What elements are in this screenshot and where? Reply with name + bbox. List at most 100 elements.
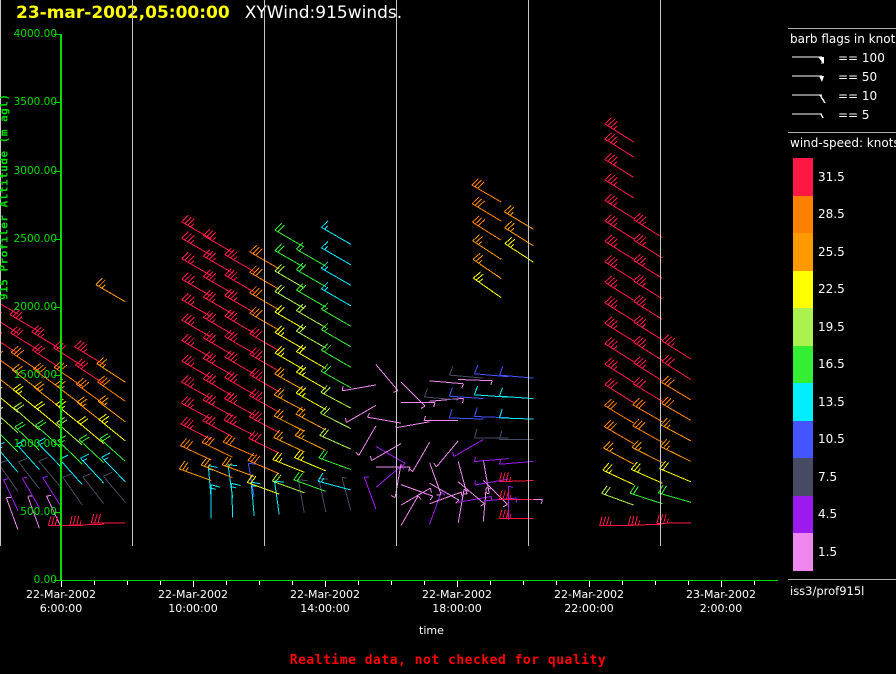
wind-barb [31, 325, 62, 350]
title-field-name: XYWind:915winds. [244, 3, 403, 23]
wind-barb [38, 456, 62, 488]
wind-barb [400, 484, 434, 501]
colorbar-swatch[interactable] [793, 195, 813, 234]
wind-barb [180, 438, 212, 461]
wind-barb [472, 215, 502, 241]
colorbar-swatch[interactable] [793, 495, 813, 534]
wind-barb [400, 381, 426, 409]
wind-barb [409, 442, 431, 473]
x-tick-minor [226, 581, 227, 585]
wind-barb [272, 451, 305, 473]
wind-barb [473, 429, 509, 439]
colorbar-swatch[interactable] [793, 383, 813, 421]
wind-barb [473, 385, 509, 398]
x-tick-minor [424, 581, 425, 585]
wind-barb [375, 465, 405, 488]
wind-barb [321, 302, 352, 327]
wind-barb [503, 205, 534, 230]
wind-barb [473, 407, 509, 419]
colorbar-swatch[interactable] [793, 233, 813, 271]
wind-barb [499, 459, 534, 465]
wind-barb [16, 439, 40, 470]
wind-barb [274, 223, 305, 248]
colorbar-swatch[interactable] [793, 458, 813, 496]
wind-barb [202, 269, 233, 294]
wind-barb [248, 430, 280, 454]
wind-barb [604, 255, 634, 281]
x-tick-minor [259, 581, 260, 585]
legend-divider-top [788, 28, 896, 29]
wind-barb [498, 430, 534, 440]
wind-barb [297, 479, 308, 514]
barb-plot-canvas[interactable] [0, 0, 716, 546]
legend-divider-bottom [788, 578, 896, 580]
wind-barb [400, 487, 432, 506]
wind-barb [457, 481, 485, 507]
wind-barb [318, 450, 351, 471]
wind-barb [603, 441, 634, 465]
x-tick-minor [391, 581, 392, 585]
x-axis-title: time [419, 624, 444, 637]
x-tick [193, 581, 194, 587]
y-tick-label: 4000.00 [13, 28, 57, 40]
wind-barb [271, 473, 305, 494]
wind-barb [320, 405, 352, 430]
wind-barb [210, 484, 221, 519]
wind-barb [295, 344, 327, 369]
wind-barb [202, 249, 233, 274]
y-tick [54, 511, 61, 513]
wind-barb [295, 365, 327, 390]
wind-barb [321, 220, 352, 245]
x-tick-date: 22-Mar-2002 [422, 588, 492, 601]
colorbar-swatch[interactable] [793, 533, 813, 571]
wind-barb [0, 404, 19, 434]
wind-barb [633, 294, 663, 320]
x-tick-time: 10:00:00 [168, 602, 218, 615]
wind-barb-layer [0, 117, 692, 530]
wind-barb [632, 377, 663, 402]
wind-barb [222, 434, 255, 457]
colorbar-label: 25.5 [818, 244, 845, 259]
wind-barb [457, 461, 468, 495]
wind-barb [42, 475, 62, 507]
wind-barb [295, 324, 327, 349]
colorbar-swatch[interactable] [793, 308, 813, 346]
wind-barb [320, 364, 352, 389]
legend-divider-mid [788, 132, 896, 133]
wind-barb [273, 408, 305, 432]
wind-barb [294, 428, 327, 451]
wind-barb [34, 401, 62, 429]
wind-barb [294, 449, 326, 472]
colorbar-swatch[interactable] [793, 420, 813, 459]
y-axis-line [60, 34, 62, 581]
wind-barb [448, 408, 484, 420]
wind-barb [474, 456, 509, 463]
wind-barb [202, 310, 233, 335]
wind-barb [247, 452, 280, 475]
barb-legend-row: == 10 [788, 88, 896, 108]
wind-barb [355, 425, 377, 456]
wind-barb [429, 397, 464, 403]
colorbar-swatch[interactable] [793, 345, 813, 384]
wind-barb [181, 375, 212, 400]
wind-barb [77, 416, 105, 444]
wind-barb [321, 322, 352, 348]
wind-barb [224, 370, 255, 395]
y-axis-title: 915 Profiler Altitude (m agl) [0, 93, 11, 300]
barb-legend-label: == 100 [838, 51, 885, 65]
wind-barb [472, 234, 502, 260]
wind-barb [5, 496, 19, 530]
barb-legend-label: == 50 [838, 70, 878, 84]
wind-barb [375, 445, 406, 467]
wind-barb [274, 366, 305, 391]
wind-barb [223, 412, 255, 436]
x-tick [61, 581, 62, 587]
x-tick-minor [160, 581, 161, 585]
wind-barb [474, 364, 509, 378]
barb-legend-heading: barb flags in knots [790, 32, 896, 46]
colorbar-swatch[interactable] [793, 158, 813, 196]
wind-barb [498, 472, 534, 483]
colorbar-swatch[interactable] [793, 270, 813, 309]
wind-barb [633, 274, 663, 300]
